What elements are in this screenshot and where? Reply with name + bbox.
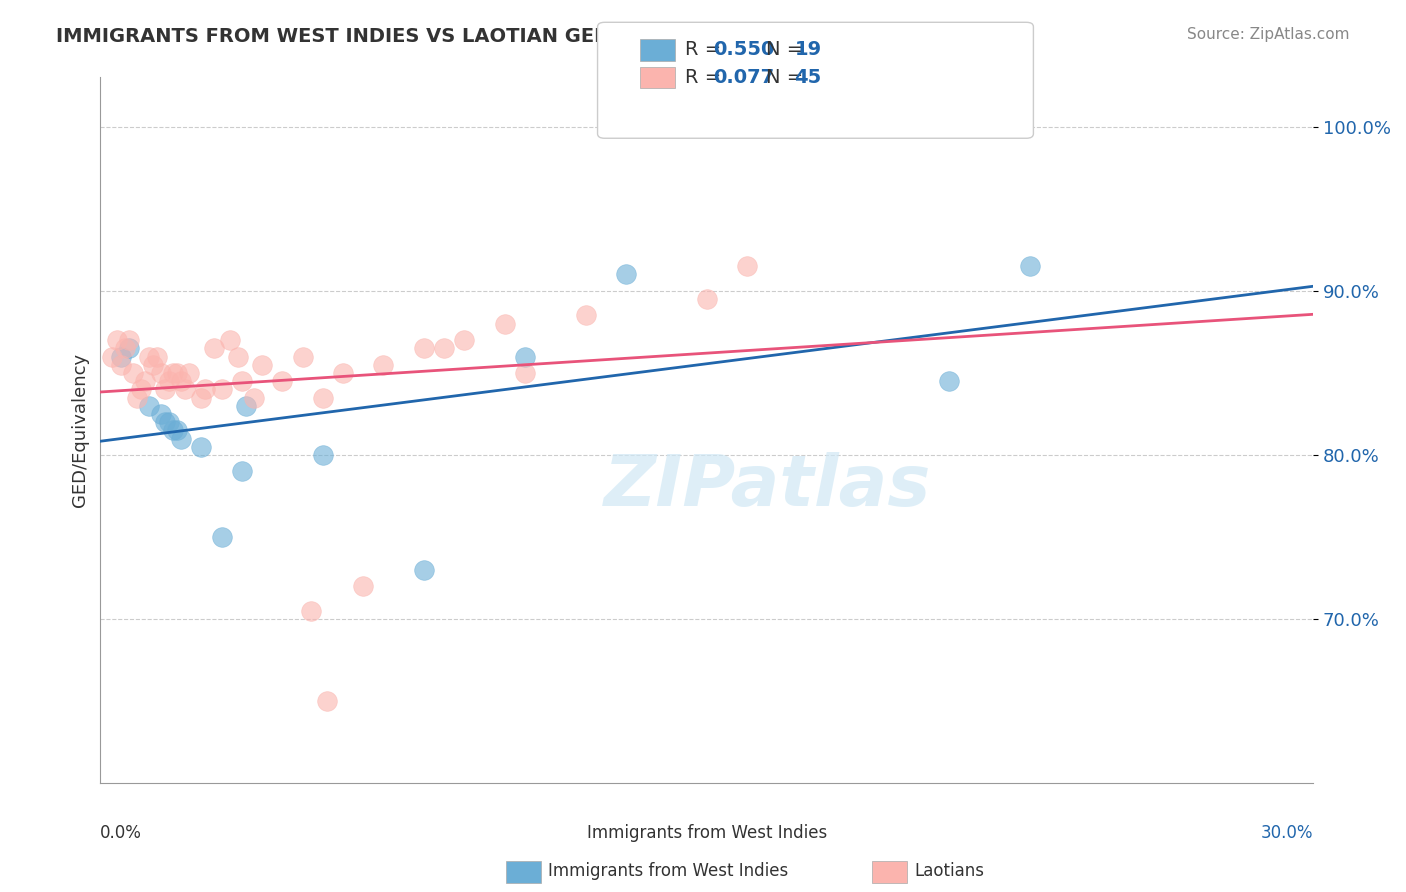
Point bbox=[153, 383, 176, 397]
Text: Source: ZipAtlas.com: Source: ZipAtlas.com bbox=[1187, 27, 1350, 42]
Point bbox=[166, 366, 188, 380]
Point bbox=[271, 374, 294, 388]
Point bbox=[118, 333, 141, 347]
Point bbox=[494, 317, 516, 331]
Text: 19: 19 bbox=[794, 40, 821, 60]
Point bbox=[170, 374, 193, 388]
Point bbox=[190, 391, 212, 405]
Point bbox=[453, 333, 475, 347]
Point bbox=[138, 350, 160, 364]
Point bbox=[250, 358, 273, 372]
Text: N =: N = bbox=[766, 40, 810, 60]
Point bbox=[150, 407, 173, 421]
Point bbox=[162, 366, 184, 380]
Point bbox=[121, 366, 143, 380]
Text: N =: N = bbox=[766, 68, 810, 87]
Point bbox=[373, 358, 395, 372]
Point bbox=[150, 366, 173, 380]
Point bbox=[315, 694, 337, 708]
Point bbox=[231, 465, 253, 479]
Point bbox=[142, 358, 165, 372]
Point bbox=[218, 333, 240, 347]
Point bbox=[157, 415, 180, 429]
Point bbox=[243, 391, 266, 405]
Text: IMMIGRANTS FROM WEST INDIES VS LAOTIAN GED/EQUIVALENCY CORRELATION CHART: IMMIGRANTS FROM WEST INDIES VS LAOTIAN G… bbox=[56, 27, 1010, 45]
Point bbox=[170, 432, 193, 446]
Point bbox=[174, 383, 197, 397]
Point bbox=[513, 350, 536, 364]
Point bbox=[110, 350, 132, 364]
Text: Immigrants from West Indies: Immigrants from West Indies bbox=[548, 863, 789, 880]
Point bbox=[105, 333, 128, 347]
Point bbox=[101, 350, 124, 364]
Point bbox=[513, 366, 536, 380]
Point bbox=[138, 399, 160, 413]
Point bbox=[194, 383, 217, 397]
Point bbox=[226, 350, 249, 364]
Point bbox=[614, 268, 637, 282]
Text: ZIPatlas: ZIPatlas bbox=[603, 452, 931, 522]
Point bbox=[179, 366, 201, 380]
Point bbox=[696, 292, 718, 306]
Point bbox=[574, 309, 596, 323]
Point bbox=[162, 424, 184, 438]
Point bbox=[114, 342, 136, 356]
Point bbox=[157, 374, 180, 388]
Text: Immigrants from West Indies: Immigrants from West Indies bbox=[586, 824, 827, 842]
Point bbox=[231, 374, 253, 388]
Text: Laotians: Laotians bbox=[914, 863, 984, 880]
Text: R =: R = bbox=[685, 40, 727, 60]
Text: 45: 45 bbox=[794, 68, 821, 87]
Point bbox=[134, 374, 156, 388]
Y-axis label: GED/Equivalency: GED/Equivalency bbox=[72, 353, 89, 508]
Point bbox=[735, 259, 758, 273]
Text: 30.0%: 30.0% bbox=[1261, 824, 1313, 842]
Point bbox=[166, 424, 188, 438]
Point bbox=[299, 604, 322, 618]
Point bbox=[125, 391, 148, 405]
Point bbox=[153, 415, 176, 429]
Point bbox=[118, 342, 141, 356]
Point bbox=[1019, 259, 1042, 273]
Point bbox=[146, 350, 169, 364]
Text: 0.077: 0.077 bbox=[713, 68, 773, 87]
Point bbox=[129, 383, 152, 397]
Text: 0.0%: 0.0% bbox=[100, 824, 142, 842]
Point bbox=[211, 530, 233, 544]
Point bbox=[412, 342, 434, 356]
Point bbox=[433, 342, 456, 356]
Point bbox=[291, 350, 314, 364]
Point bbox=[190, 440, 212, 454]
Point bbox=[352, 579, 374, 593]
Point bbox=[938, 374, 960, 388]
Text: R =: R = bbox=[685, 68, 727, 87]
Point bbox=[110, 358, 132, 372]
Text: 0.550: 0.550 bbox=[713, 40, 775, 60]
Point bbox=[332, 366, 354, 380]
Point bbox=[235, 399, 257, 413]
Point bbox=[412, 563, 434, 577]
Point bbox=[202, 342, 225, 356]
Point bbox=[312, 391, 335, 405]
Point bbox=[211, 383, 233, 397]
Point bbox=[312, 448, 335, 462]
